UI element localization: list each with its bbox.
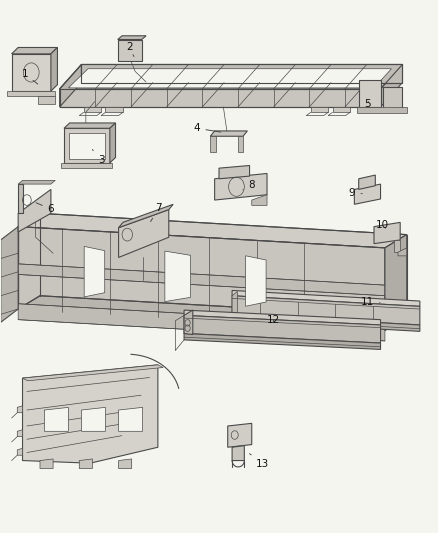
Text: 6: 6 (36, 203, 54, 214)
Polygon shape (60, 64, 403, 89)
Text: 2: 2 (126, 42, 134, 56)
Polygon shape (18, 264, 385, 296)
Polygon shape (68, 69, 392, 88)
Text: 9: 9 (349, 188, 362, 198)
Polygon shape (215, 173, 267, 200)
Polygon shape (51, 47, 57, 91)
Polygon shape (38, 96, 55, 104)
Polygon shape (184, 310, 193, 335)
Polygon shape (359, 80, 381, 107)
Text: 3: 3 (92, 150, 104, 165)
Polygon shape (81, 64, 403, 83)
Polygon shape (17, 430, 22, 437)
Polygon shape (232, 314, 420, 332)
Polygon shape (232, 290, 420, 306)
Polygon shape (118, 39, 142, 61)
Polygon shape (184, 334, 381, 350)
Text: 4: 4 (194, 123, 221, 133)
Polygon shape (44, 407, 68, 431)
Polygon shape (118, 36, 146, 39)
Polygon shape (238, 136, 243, 152)
Polygon shape (311, 107, 328, 112)
Polygon shape (79, 459, 92, 469)
Polygon shape (18, 304, 385, 341)
Polygon shape (398, 248, 407, 256)
Polygon shape (12, 54, 51, 91)
Polygon shape (184, 316, 381, 343)
Polygon shape (81, 407, 106, 431)
Text: 1: 1 (21, 69, 38, 84)
Polygon shape (374, 222, 400, 244)
Text: 7: 7 (151, 203, 162, 222)
Polygon shape (60, 163, 112, 168)
Polygon shape (210, 136, 215, 152)
Text: 11: 11 (361, 297, 380, 307)
Polygon shape (64, 123, 116, 128)
Polygon shape (18, 227, 385, 330)
Text: 13: 13 (250, 454, 269, 469)
Polygon shape (60, 89, 381, 107)
Polygon shape (69, 133, 105, 159)
Polygon shape (394, 240, 400, 252)
Polygon shape (1, 227, 18, 322)
Text: 8: 8 (243, 180, 255, 190)
Polygon shape (22, 365, 163, 381)
Polygon shape (252, 195, 267, 205)
Polygon shape (106, 107, 123, 112)
Text: 12: 12 (267, 314, 280, 325)
Polygon shape (332, 107, 350, 112)
Polygon shape (383, 87, 403, 111)
Polygon shape (7, 91, 55, 96)
Polygon shape (84, 107, 101, 112)
Polygon shape (17, 448, 22, 455)
Polygon shape (359, 175, 375, 189)
Polygon shape (18, 184, 23, 213)
Polygon shape (110, 123, 116, 163)
Polygon shape (119, 459, 132, 469)
Polygon shape (385, 235, 407, 330)
Polygon shape (64, 128, 110, 163)
Polygon shape (232, 446, 244, 461)
Polygon shape (119, 407, 143, 431)
Polygon shape (17, 406, 22, 413)
Polygon shape (18, 213, 407, 248)
Polygon shape (22, 365, 158, 463)
Polygon shape (381, 64, 403, 107)
Polygon shape (40, 459, 53, 469)
Polygon shape (60, 64, 81, 107)
Polygon shape (228, 423, 252, 447)
Text: 10: 10 (376, 220, 389, 230)
Text: 5: 5 (364, 99, 371, 109)
Polygon shape (184, 310, 381, 325)
Polygon shape (219, 165, 250, 179)
Polygon shape (232, 292, 237, 317)
Polygon shape (210, 131, 247, 136)
Polygon shape (165, 251, 191, 302)
Polygon shape (84, 246, 105, 297)
Polygon shape (18, 189, 51, 232)
Polygon shape (232, 296, 420, 325)
Polygon shape (12, 47, 57, 54)
Polygon shape (18, 296, 407, 330)
Polygon shape (119, 204, 173, 228)
Polygon shape (357, 107, 407, 114)
Polygon shape (246, 256, 266, 306)
Polygon shape (119, 209, 169, 257)
Polygon shape (18, 180, 55, 184)
Polygon shape (354, 184, 381, 204)
